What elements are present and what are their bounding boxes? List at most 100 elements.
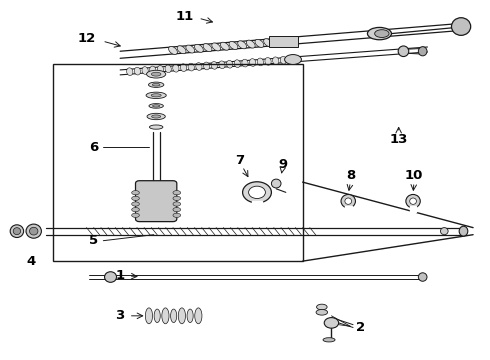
Ellipse shape: [169, 46, 177, 54]
Text: 7: 7: [235, 154, 244, 167]
Bar: [410, 206, 416, 212]
Text: 6: 6: [89, 141, 98, 154]
Ellipse shape: [195, 44, 203, 52]
Text: 13: 13: [390, 133, 408, 146]
Ellipse shape: [132, 207, 139, 212]
Ellipse shape: [242, 59, 248, 67]
Ellipse shape: [451, 18, 471, 35]
Ellipse shape: [271, 179, 281, 188]
Ellipse shape: [180, 64, 187, 72]
Ellipse shape: [418, 273, 427, 281]
Ellipse shape: [132, 196, 139, 201]
Text: 8: 8: [346, 169, 355, 182]
Ellipse shape: [173, 213, 181, 217]
Ellipse shape: [211, 62, 218, 69]
Ellipse shape: [345, 198, 352, 204]
Ellipse shape: [246, 40, 255, 48]
Ellipse shape: [203, 44, 212, 51]
Ellipse shape: [134, 67, 141, 75]
Text: 10: 10: [405, 169, 423, 182]
Ellipse shape: [154, 309, 160, 323]
Bar: [53, 64, 303, 261]
Ellipse shape: [219, 61, 225, 69]
Ellipse shape: [459, 226, 468, 236]
Ellipse shape: [280, 57, 287, 64]
Ellipse shape: [165, 65, 172, 73]
Ellipse shape: [249, 59, 256, 66]
Ellipse shape: [13, 228, 21, 235]
Ellipse shape: [255, 39, 264, 48]
Ellipse shape: [151, 94, 161, 97]
Ellipse shape: [173, 190, 181, 195]
Ellipse shape: [264, 39, 272, 47]
FancyBboxPatch shape: [136, 181, 177, 222]
Ellipse shape: [173, 207, 181, 212]
Ellipse shape: [186, 45, 195, 53]
Ellipse shape: [151, 72, 161, 76]
Ellipse shape: [187, 309, 193, 323]
Ellipse shape: [132, 202, 139, 206]
Ellipse shape: [152, 84, 160, 86]
Ellipse shape: [142, 67, 148, 75]
Ellipse shape: [148, 82, 164, 87]
Ellipse shape: [238, 41, 246, 49]
Ellipse shape: [151, 115, 161, 118]
Text: 9: 9: [278, 158, 287, 171]
Bar: [252, 201, 262, 212]
Ellipse shape: [220, 42, 229, 50]
Ellipse shape: [171, 309, 177, 323]
Ellipse shape: [272, 57, 279, 65]
Ellipse shape: [341, 194, 355, 208]
Ellipse shape: [196, 63, 202, 71]
Ellipse shape: [229, 41, 238, 50]
Ellipse shape: [152, 105, 160, 107]
Ellipse shape: [146, 92, 166, 99]
Ellipse shape: [149, 104, 163, 108]
Ellipse shape: [418, 47, 427, 56]
Text: 11: 11: [176, 10, 194, 23]
Ellipse shape: [406, 194, 420, 208]
Ellipse shape: [177, 46, 186, 54]
Ellipse shape: [26, 224, 41, 238]
Ellipse shape: [162, 308, 169, 324]
Ellipse shape: [147, 113, 165, 120]
Ellipse shape: [265, 58, 271, 65]
Ellipse shape: [157, 66, 164, 73]
Ellipse shape: [324, 318, 339, 328]
Ellipse shape: [375, 30, 389, 37]
Ellipse shape: [212, 43, 220, 51]
Ellipse shape: [188, 63, 195, 71]
Ellipse shape: [368, 27, 392, 40]
Bar: [269, 36, 298, 47]
Ellipse shape: [146, 308, 152, 324]
Ellipse shape: [316, 310, 328, 315]
Ellipse shape: [104, 272, 117, 282]
Ellipse shape: [149, 125, 163, 129]
Ellipse shape: [441, 228, 448, 235]
Ellipse shape: [317, 304, 327, 310]
Ellipse shape: [132, 213, 139, 217]
Text: 3: 3: [116, 309, 125, 322]
Ellipse shape: [226, 60, 233, 68]
Ellipse shape: [398, 46, 409, 57]
Ellipse shape: [234, 60, 241, 68]
Ellipse shape: [10, 225, 24, 238]
Ellipse shape: [288, 56, 294, 63]
Ellipse shape: [248, 186, 266, 198]
Ellipse shape: [195, 308, 202, 324]
Text: 2: 2: [356, 321, 365, 334]
Ellipse shape: [172, 64, 179, 72]
Text: 12: 12: [77, 32, 96, 45]
Text: 1: 1: [116, 270, 125, 283]
Ellipse shape: [147, 70, 166, 78]
Ellipse shape: [272, 38, 281, 46]
Ellipse shape: [126, 68, 133, 76]
Ellipse shape: [178, 308, 186, 324]
Ellipse shape: [410, 198, 416, 204]
Ellipse shape: [203, 62, 210, 70]
Ellipse shape: [243, 182, 271, 203]
Text: 5: 5: [89, 234, 98, 247]
Ellipse shape: [323, 338, 335, 342]
Ellipse shape: [285, 55, 301, 64]
Ellipse shape: [173, 196, 181, 201]
